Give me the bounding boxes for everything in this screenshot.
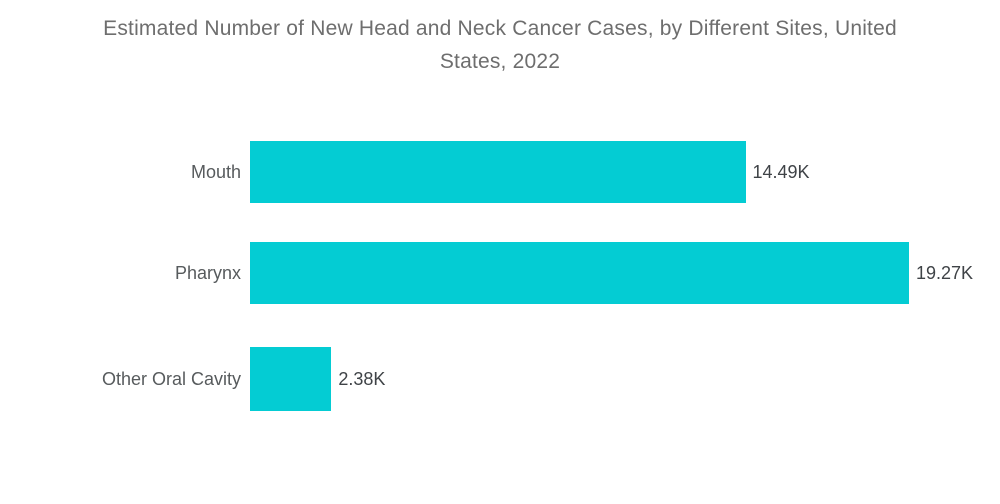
value-label: 19.27K bbox=[916, 262, 974, 283]
bar-row: Mouth 14.49K bbox=[0, 141, 1000, 203]
value-label: 14.49K bbox=[752, 161, 810, 182]
bar-row: Pharynx 19.27K bbox=[0, 242, 1000, 304]
chart-title: Estimated Number of New Head and Neck Ca… bbox=[0, 12, 1000, 78]
bar[interactable] bbox=[250, 141, 746, 203]
bar[interactable] bbox=[250, 242, 909, 304]
chart-title-line-1: Estimated Number of New Head and Neck Ca… bbox=[103, 17, 897, 40]
value-label: 2.38K bbox=[338, 368, 386, 389]
category-label: Other Oral Cavity bbox=[101, 368, 241, 389]
chart-title-line-2: States, 2022 bbox=[439, 50, 561, 73]
bar-row: Other Oral Cavity 2.38K bbox=[0, 347, 1000, 411]
category-label: Mouth bbox=[190, 161, 241, 182]
category-label: Pharynx bbox=[174, 262, 241, 283]
bar[interactable] bbox=[250, 347, 332, 411]
